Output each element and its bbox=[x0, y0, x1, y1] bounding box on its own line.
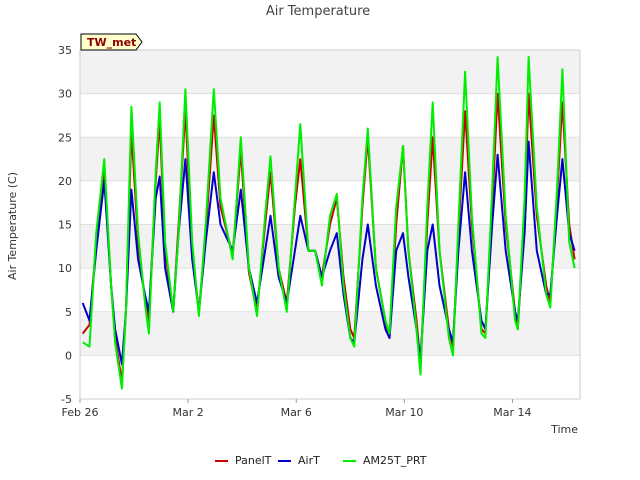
site-tag-label: TW_met bbox=[87, 36, 136, 49]
legend-label: AM25T_PRT bbox=[363, 454, 427, 467]
y-axis-title: Air Temperature (C) bbox=[6, 172, 19, 280]
background-band bbox=[80, 268, 580, 312]
legend-label: PanelT bbox=[235, 454, 272, 467]
y-axis-ticks: -5 0 5 10 15 20 25 30 35 bbox=[58, 44, 72, 406]
y-tick-label: 15 bbox=[58, 219, 72, 232]
site-tag-box bbox=[80, 33, 143, 51]
chart-title: Air Temperature bbox=[266, 4, 370, 19]
background-band bbox=[80, 50, 580, 94]
series-line-am25t-prt bbox=[82, 56, 576, 390]
y-tick-label: 10 bbox=[58, 262, 72, 275]
y-tick-label: -5 bbox=[61, 393, 72, 406]
series-layer bbox=[81, 56, 576, 390]
plot-frame bbox=[79, 49, 581, 400]
x-axis-title: Time bbox=[550, 423, 578, 436]
x-tick-label: Mar 10 bbox=[385, 406, 423, 419]
x-tick-label: Mar 14 bbox=[493, 406, 531, 419]
y-tick-label: 25 bbox=[58, 131, 72, 144]
site-tag: TW_met bbox=[80, 33, 143, 51]
background-band bbox=[80, 355, 580, 399]
legend-item: AirT bbox=[278, 454, 320, 467]
series-line-airt bbox=[81, 140, 576, 366]
legend-item: AM25T_PRT bbox=[343, 454, 427, 467]
x-axis-ticks: Feb 26 Mar 2 Mar 6 Mar 10 Mar 14 bbox=[62, 399, 532, 419]
x-tick-label: Mar 6 bbox=[281, 406, 312, 419]
background-band bbox=[80, 311, 580, 356]
y-tick-label: 0 bbox=[65, 349, 72, 362]
legend-label: AirT bbox=[298, 454, 320, 467]
y-tick-label: 5 bbox=[65, 306, 72, 319]
x-tick-label: Mar 2 bbox=[172, 406, 203, 419]
background-band bbox=[80, 93, 580, 138]
legend-item: PanelT bbox=[215, 454, 272, 467]
x-tick-label: Feb 26 bbox=[62, 406, 99, 419]
y-tick-label: 35 bbox=[58, 44, 72, 57]
y-tick-label: 30 bbox=[58, 88, 72, 101]
legend: PanelT AirT AM25T_PRT bbox=[215, 454, 427, 467]
y-tick-label: 20 bbox=[58, 175, 72, 188]
